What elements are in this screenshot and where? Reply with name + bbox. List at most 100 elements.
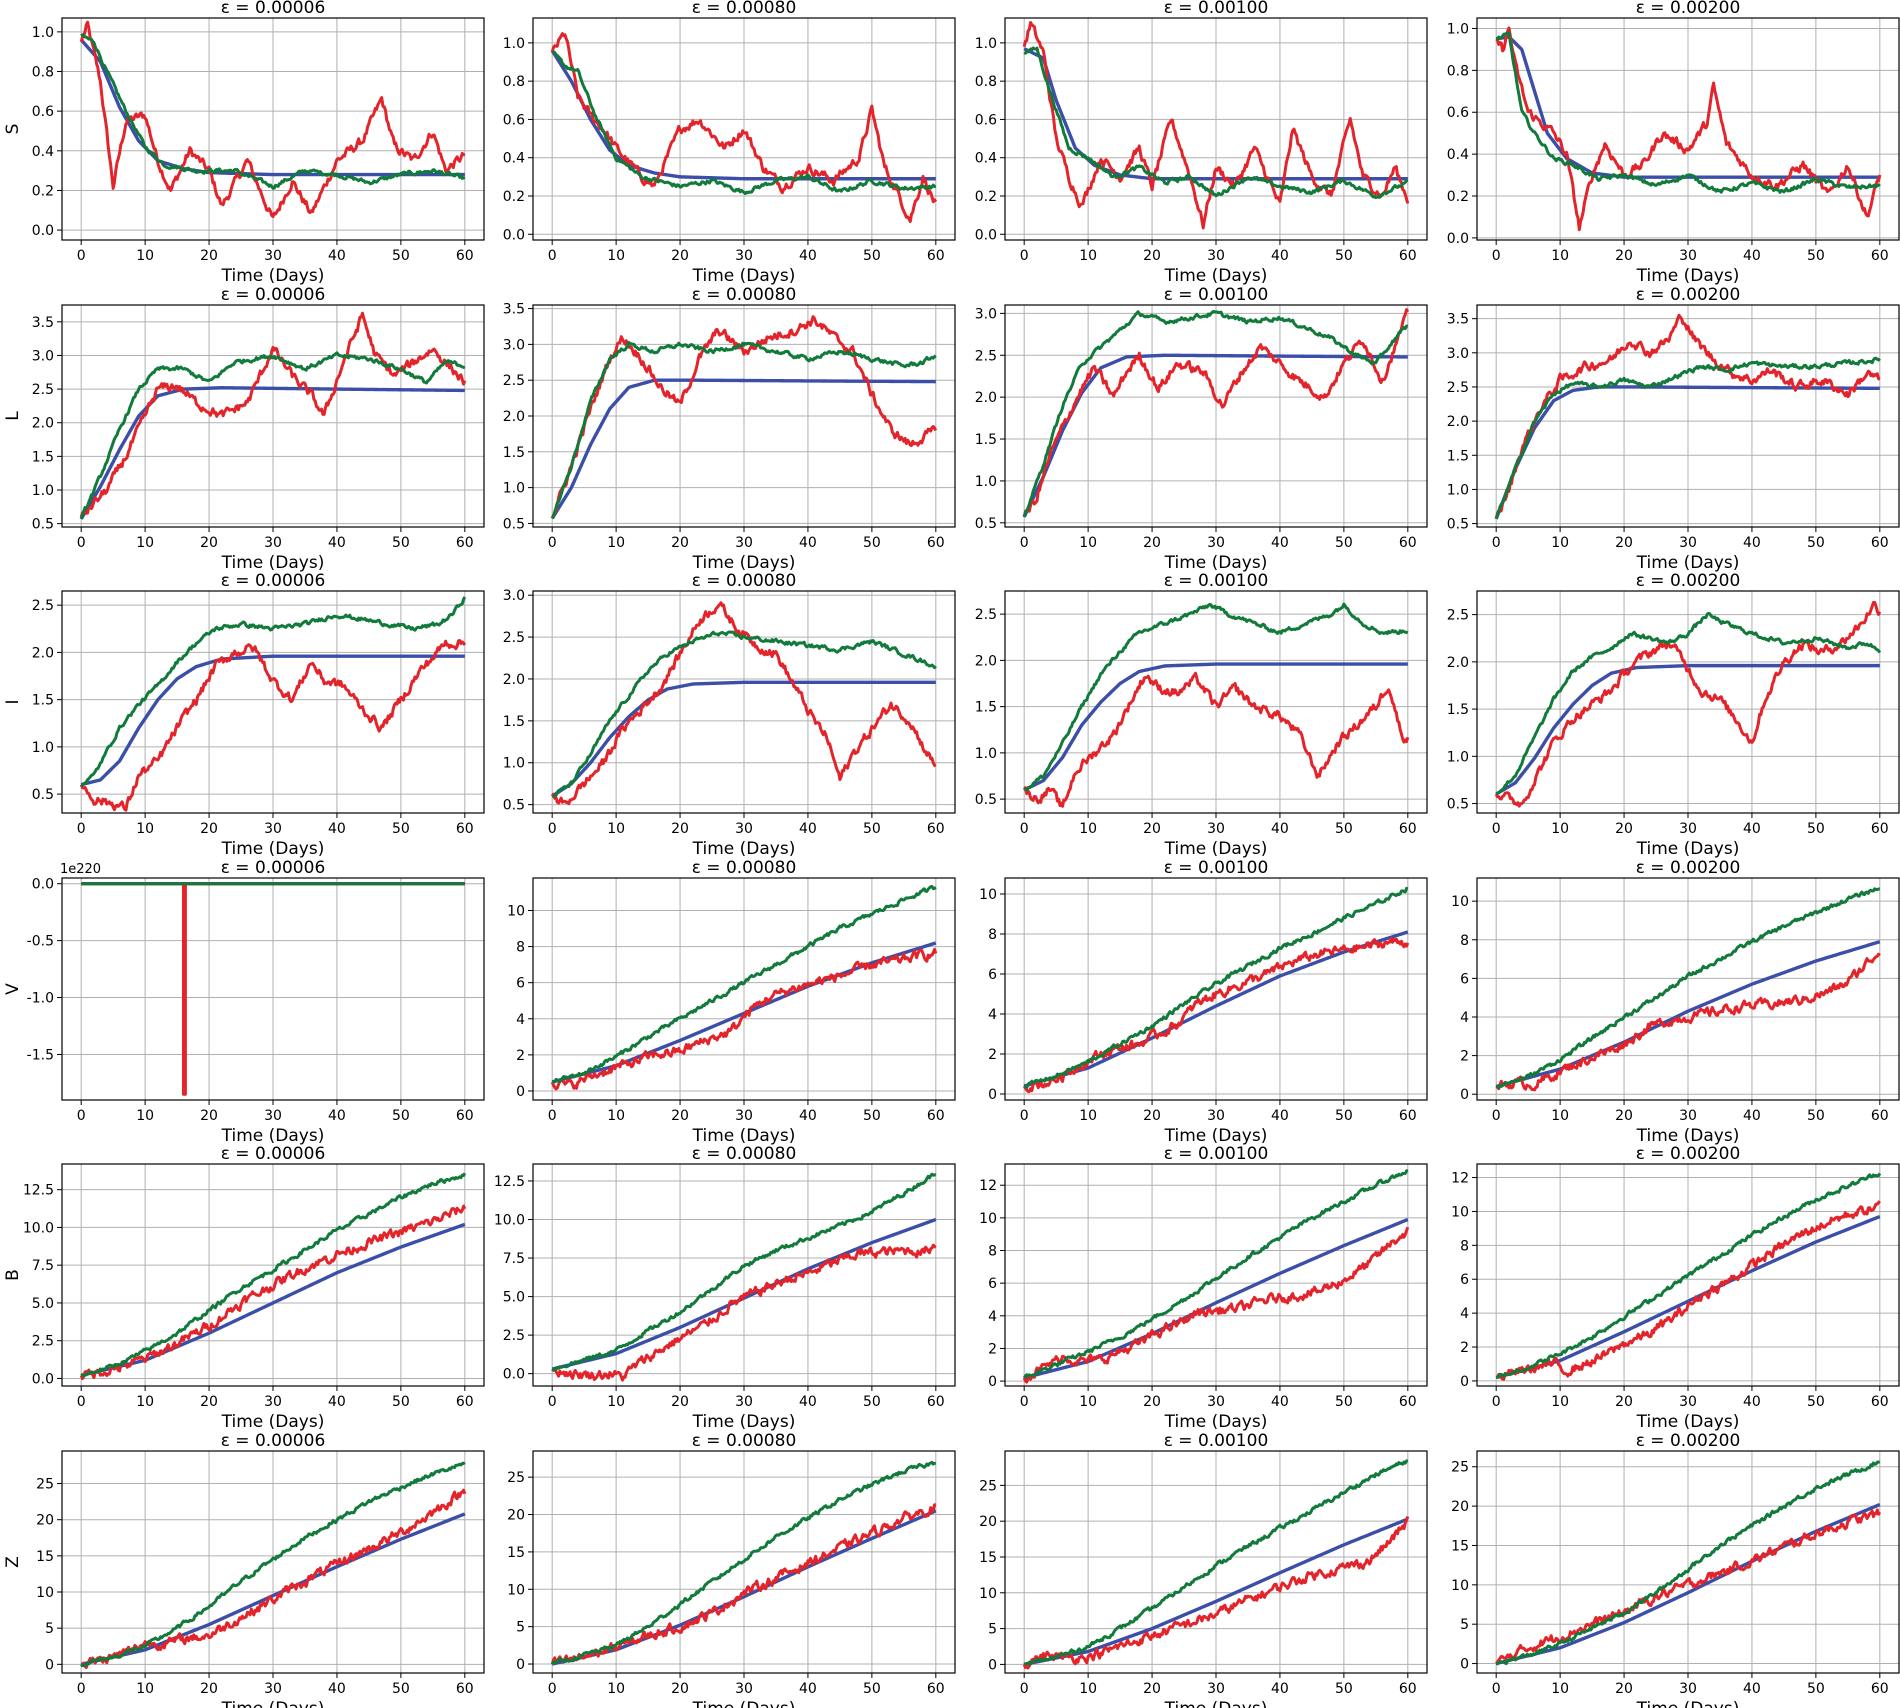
y-offset-text: 1e220 bbox=[60, 862, 101, 877]
x-tick-label: 60 bbox=[1399, 1394, 1417, 1410]
y-tick-label: 6 bbox=[988, 1276, 997, 1292]
x-tick-label: 20 bbox=[1615, 821, 1633, 837]
x-tick-label: 10 bbox=[1551, 1681, 1569, 1697]
y-tick-label: 0.0 bbox=[503, 227, 525, 243]
x-tick-label: 50 bbox=[1335, 248, 1353, 264]
axes-frame bbox=[532, 1450, 956, 1674]
subplot-B-4: 0 10 20 30 40 50 60 0 2 4 6 8 10 12 ε = 0.00200 Time (D… bbox=[1451, 1144, 1900, 1432]
subplot-V-2: 0 10 20 30 40 50 60 0 2 4 6 8 10 ε = 0.00080 Time (Day… bbox=[507, 858, 956, 1146]
series-line-green bbox=[1023, 602, 1409, 792]
x-tick-label: 0 bbox=[1020, 1108, 1029, 1124]
subplot-I-3: 0 10 20 30 40 50 60 0.5 1.0 1.5 2.0 2.5 ε = 0.00100 T… bbox=[975, 571, 1428, 859]
x-tick-label: 0 bbox=[1020, 535, 1029, 551]
axes-frame bbox=[61, 590, 485, 814]
subplot-title: ε = 0.00100 bbox=[1164, 0, 1269, 18]
y-tick-label: 5 bbox=[516, 1620, 525, 1636]
y-tick-label: 6 bbox=[988, 967, 997, 983]
series-line-blue bbox=[1023, 662, 1409, 792]
y-axis-label: L bbox=[3, 411, 23, 421]
x-tick-label: 10 bbox=[1551, 535, 1569, 551]
y-tick-label: 2.0 bbox=[975, 653, 997, 669]
x-tick-label: 30 bbox=[264, 821, 282, 837]
x-tick-label: 30 bbox=[1207, 1394, 1225, 1410]
subplot-title: ε = 0.00100 bbox=[1164, 571, 1269, 591]
x-tick-label: 20 bbox=[1615, 1108, 1633, 1124]
x-tick-label: 20 bbox=[671, 821, 689, 837]
y-tick-label: 10 bbox=[1451, 1578, 1469, 1594]
x-axis-label: Time (Days) bbox=[692, 266, 796, 286]
x-tick-label: 10 bbox=[607, 821, 625, 837]
y-tick-label: 20 bbox=[1451, 1499, 1469, 1515]
subplot-S-4: 0 10 20 30 40 50 60 0.0 0.2 0.4 0.6 0.8 1.0 ε = 0.002… bbox=[1447, 0, 1900, 286]
x-axis-label: Time (Days) bbox=[221, 839, 325, 859]
subplot-L-1: 0 10 20 30 40 50 60 0.5 1.0 1.5 2.0 2.5 3.0 3.5 ε = 0.… bbox=[3, 285, 485, 573]
x-tick-label: 0 bbox=[1492, 535, 1501, 551]
x-tick-label: 60 bbox=[456, 1394, 474, 1410]
x-tick-label: 10 bbox=[1551, 821, 1569, 837]
subplot-Z-3: 0 10 20 30 40 50 60 0 5 10 15 20 25 ε = 0.00100 Time (… bbox=[979, 1431, 1428, 1708]
x-axis-label: Time (Days) bbox=[1636, 1412, 1740, 1432]
subplot-title: ε = 0.00080 bbox=[692, 858, 797, 878]
x-tick-label: 40 bbox=[1743, 248, 1761, 264]
series-line-green bbox=[1023, 886, 1409, 1090]
y-tick-label: 1.0 bbox=[975, 746, 997, 762]
y-axis-label: S bbox=[3, 124, 23, 135]
axes-frame bbox=[532, 17, 956, 241]
y-tick-label: 1.5 bbox=[503, 714, 525, 730]
y-tick-label: 0.5 bbox=[503, 516, 525, 532]
y-tick-label: 2.5 bbox=[503, 1328, 525, 1344]
y-tick-label: 2 bbox=[1460, 1340, 1469, 1356]
y-axis-label: Z bbox=[3, 1556, 23, 1568]
x-tick-label: 50 bbox=[392, 248, 410, 264]
x-tick-label: 20 bbox=[200, 535, 218, 551]
x-axis-label: Time (Days) bbox=[692, 839, 796, 859]
y-tick-label: 0.6 bbox=[32, 104, 54, 120]
subplot-V-1: 0 10 20 30 40 50 60 0.0 -0.5 -1.0 -1.5 ε = 0.00006 T… bbox=[3, 858, 485, 1146]
x-axis-label: Time (Days) bbox=[692, 553, 796, 573]
y-tick-label: 0.2 bbox=[503, 189, 525, 205]
x-tick-label: 50 bbox=[1335, 1108, 1353, 1124]
x-tick-label: 20 bbox=[1143, 1108, 1161, 1124]
x-tick-label: 60 bbox=[456, 248, 474, 264]
y-tick-label: 15 bbox=[979, 1550, 997, 1566]
y-tick-label: 2 bbox=[1460, 1049, 1469, 1065]
series-line-red bbox=[79, 311, 467, 518]
y-tick-label: 0.0 bbox=[32, 877, 54, 893]
series-line-blue bbox=[1495, 663, 1881, 796]
x-axis-label: Time (Days) bbox=[692, 1699, 796, 1708]
x-tick-label: 30 bbox=[1207, 1108, 1225, 1124]
x-tick-label: 40 bbox=[328, 248, 346, 264]
y-tick-label: 0 bbox=[1460, 1657, 1469, 1673]
y-tick-label: 25 bbox=[979, 1478, 997, 1494]
y-tick-label: -1.0 bbox=[27, 991, 54, 1007]
x-tick-label: 10 bbox=[607, 1394, 625, 1410]
series-line-blue bbox=[79, 386, 466, 520]
y-tick-label: 0.2 bbox=[975, 189, 997, 205]
x-axis-label: Time (Days) bbox=[1636, 266, 1740, 286]
x-tick-label: 20 bbox=[200, 1681, 218, 1697]
series-line-blue bbox=[1023, 1517, 1409, 1667]
x-tick-label: 60 bbox=[1871, 1681, 1889, 1697]
y-tick-label: 8 bbox=[1460, 1238, 1469, 1254]
subplot-title: ε = 0.00006 bbox=[221, 1144, 326, 1164]
x-axis-label: Time (Days) bbox=[692, 1126, 796, 1146]
y-tick-label: 0.0 bbox=[32, 223, 54, 239]
y-tick-label: 2.0 bbox=[32, 645, 54, 661]
y-tick-label: 20 bbox=[507, 1508, 525, 1524]
x-tick-label: 40 bbox=[799, 535, 817, 551]
x-axis-label: Time (Days) bbox=[1164, 1699, 1268, 1708]
series-line-red bbox=[79, 20, 466, 219]
x-tick-label: 20 bbox=[1615, 248, 1633, 264]
x-tick-label: 10 bbox=[607, 1681, 625, 1697]
series-line-red bbox=[550, 947, 938, 1091]
y-tick-label: 1.0 bbox=[975, 474, 997, 490]
x-tick-label: 10 bbox=[136, 1108, 154, 1124]
subplot-L-4: 0 10 20 30 40 50 60 0.5 1.0 1.5 2.0 2.5 3.0 3.5 ε = 0.… bbox=[1447, 285, 1900, 573]
subplot-V-4: 0 10 20 30 40 50 60 0 2 4 6 8 10 ε = 0.00200 Time (Day… bbox=[1451, 858, 1900, 1146]
x-tick-label: 60 bbox=[1399, 1108, 1417, 1124]
series-line-green bbox=[1023, 46, 1409, 200]
x-tick-label: 30 bbox=[264, 1681, 282, 1697]
x-tick-label: 40 bbox=[328, 1681, 346, 1697]
series-line-red bbox=[1494, 313, 1881, 520]
y-tick-label: 8 bbox=[988, 1244, 997, 1260]
